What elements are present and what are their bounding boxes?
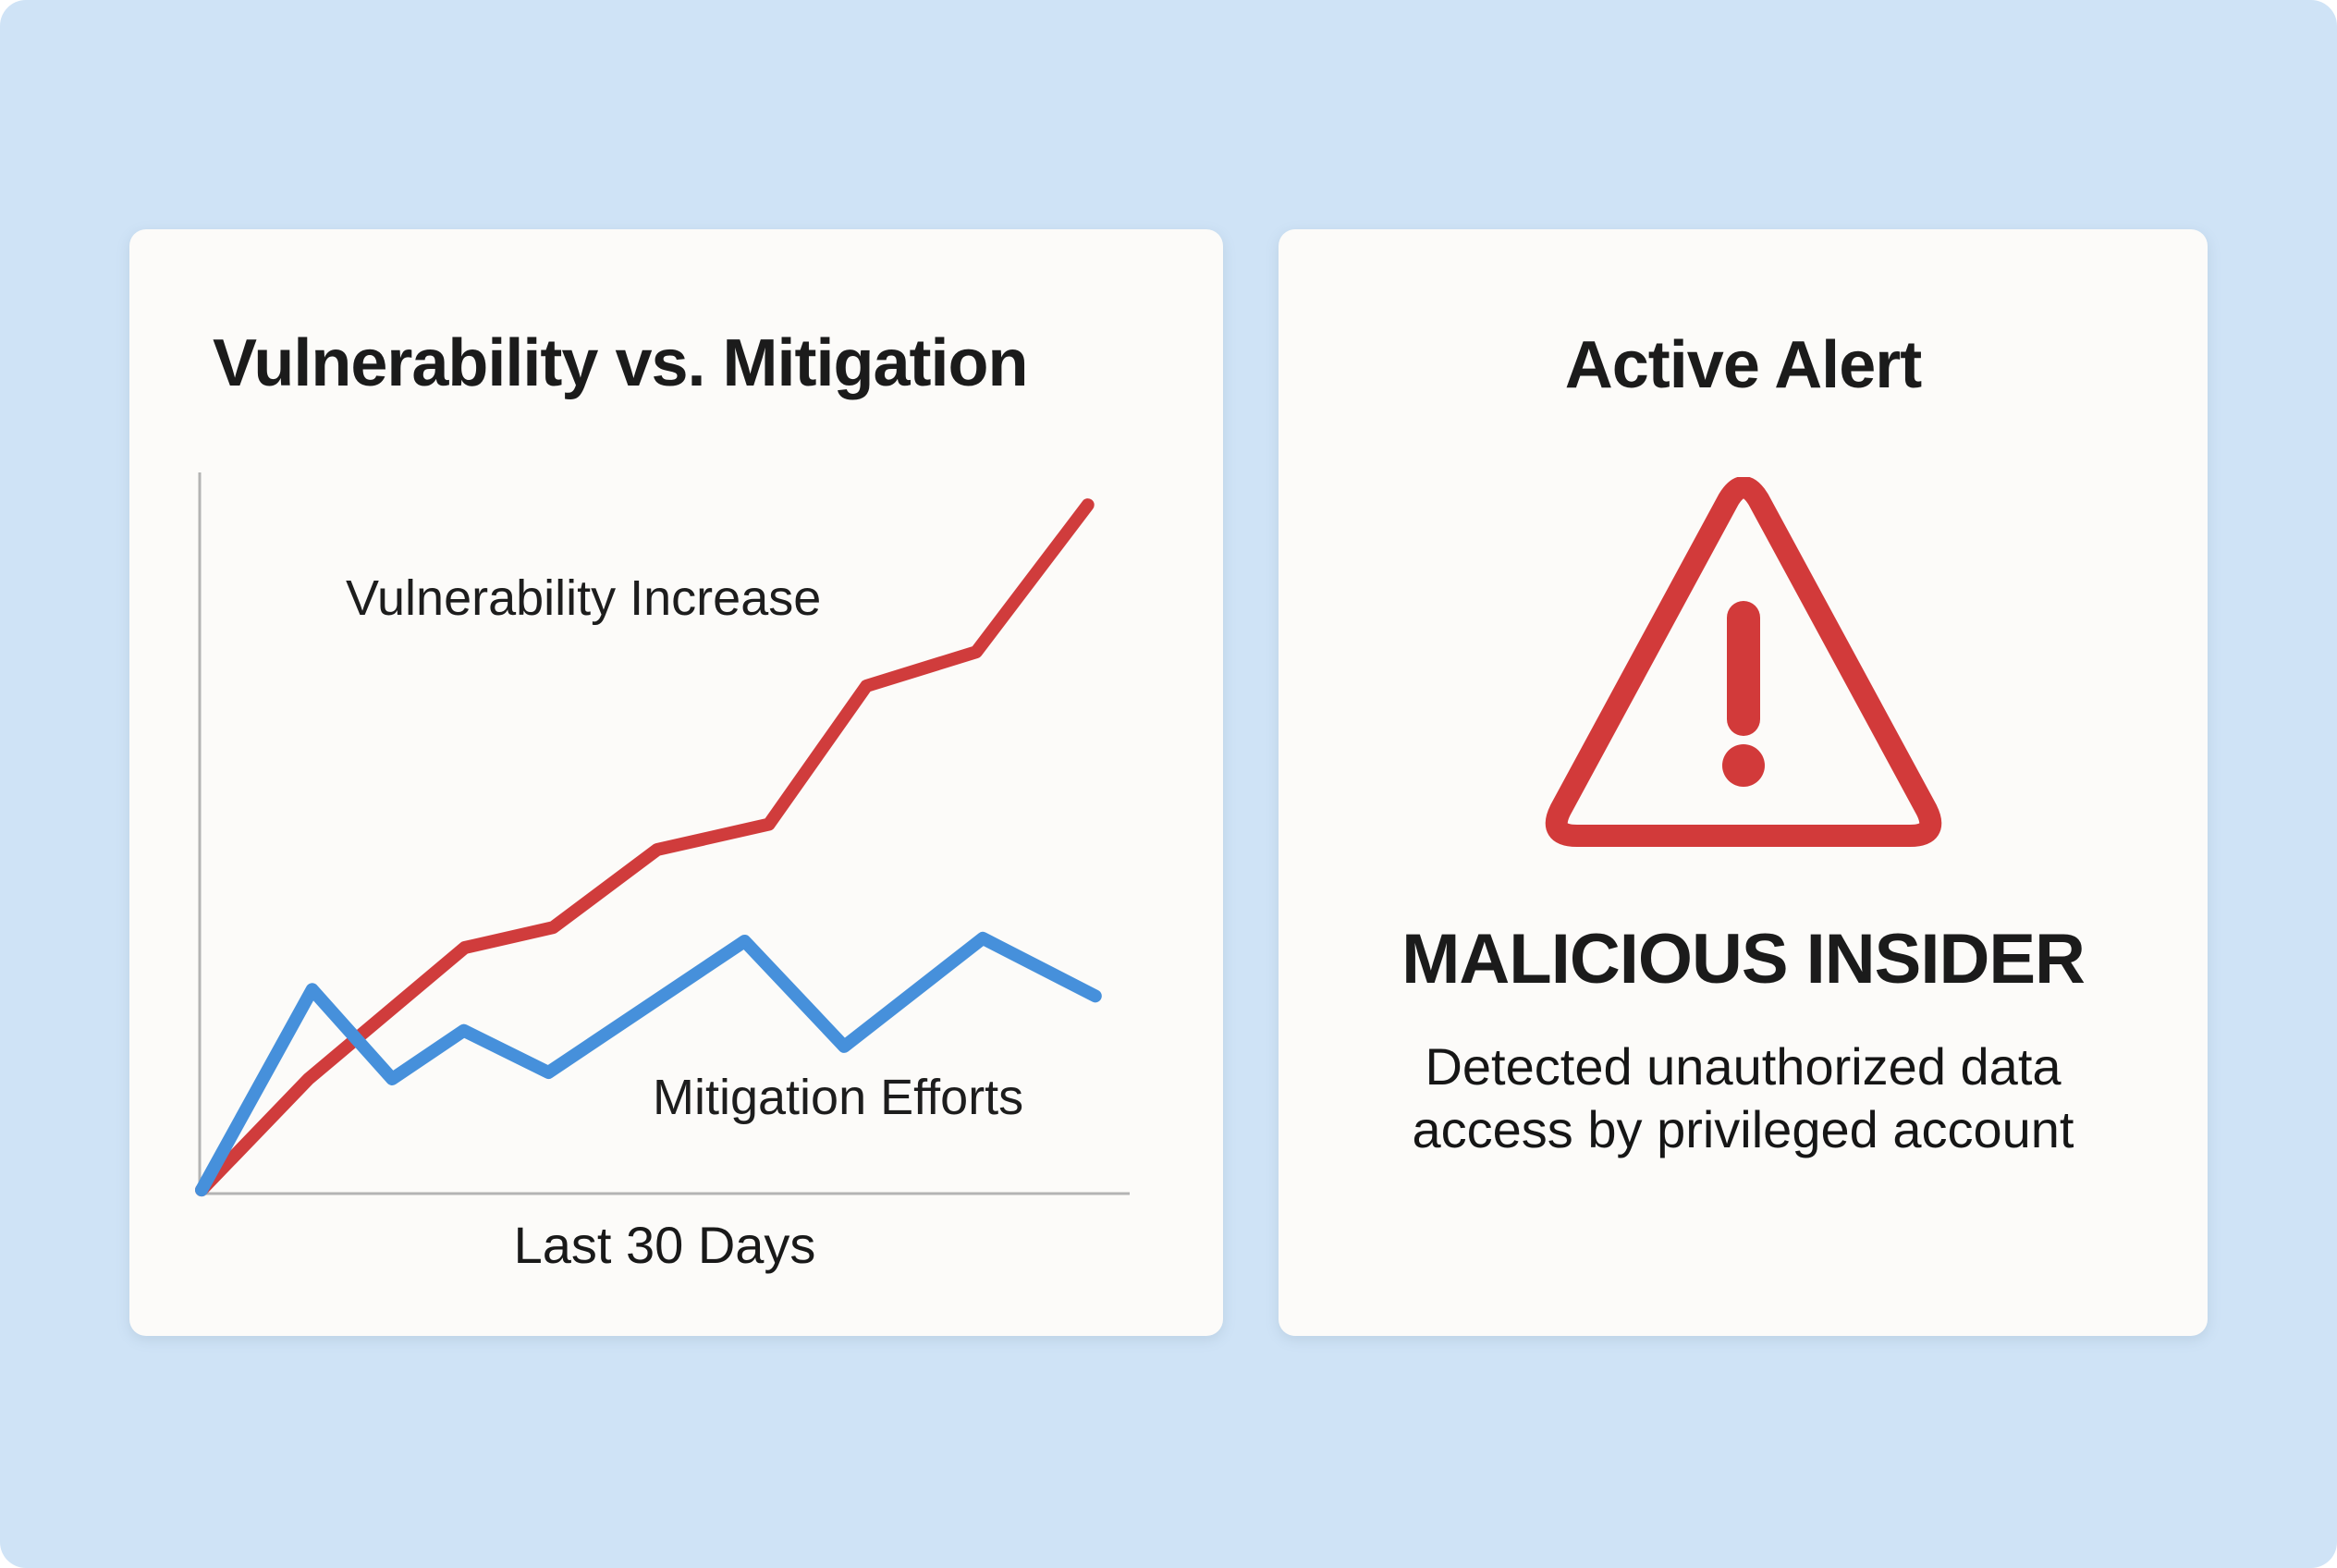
active-alert-card: Active Alert MALICIOUS INSIDER Detected … (1279, 229, 2208, 1336)
vulnerability-chart-card: Vulnerability vs. Mitigation Vulnerabili… (129, 229, 1223, 1336)
alert-card-title: Active Alert (1564, 328, 1922, 403)
red-series-label: Vulnerability Increase (346, 570, 822, 626)
warning-exclamation-dot (1722, 744, 1765, 787)
alert-description-line1: Detected unauthorized data (1425, 1037, 2062, 1096)
blue-series-label: Mitigation Efforts (653, 1070, 1024, 1125)
alert-description: Detected unauthorized data access by pri… (1279, 1035, 2208, 1161)
warning-triangle-outline (1545, 477, 1942, 847)
x-axis-label: Last 30 Days (513, 1216, 816, 1274)
alert-name: MALICIOUS INSIDER (1401, 920, 2086, 998)
line-chart (195, 472, 1130, 1197)
chart-title: Vulnerability vs. Mitigation (213, 326, 1028, 401)
mitigation-efforts-line (195, 931, 1102, 1197)
alert-description-line2: access by privileged account (1412, 1100, 2074, 1158)
warning-triangle-icon (1545, 477, 1942, 847)
